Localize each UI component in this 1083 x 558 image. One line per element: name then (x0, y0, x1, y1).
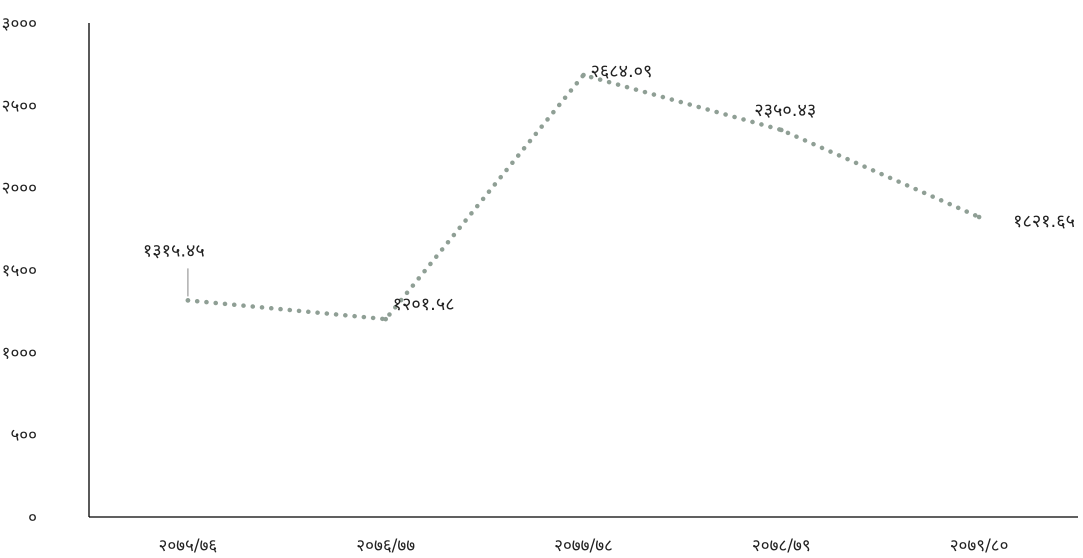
x-tick-label: २०७६/७७ (356, 536, 415, 556)
x-tick-label: २०७९/८० (950, 536, 1009, 556)
y-axis-ticks: ० ५०० १००० १५०० २००० २५०० ३००० (2, 14, 37, 528)
y-tick-label: १००० (2, 343, 37, 363)
data-label: २३५०.४३ (754, 100, 816, 121)
data-point (976, 214, 982, 220)
data-label: २६८४.०९ (591, 61, 653, 82)
y-tick-label: ५०० (10, 426, 37, 446)
data-label: १८२१.६५ (1013, 211, 1075, 232)
data-point (185, 298, 191, 303)
x-tick-label: २०७७/७८ (554, 536, 613, 556)
y-tick-label: ३००० (2, 14, 37, 34)
data-label: १२०१.५८ (393, 294, 455, 315)
data-labels-group: १३१५.४५ १२०१.५८ २६८४.०९ २३५०.४३ १८२१.६५ (143, 61, 1075, 315)
data-point (779, 127, 784, 133)
x-tick-label: २०७८/७९ (752, 536, 811, 556)
x-tick-label: २०७५/७६ (159, 536, 218, 556)
data-point (383, 316, 389, 322)
chart-axes (88, 23, 1078, 518)
series-line (185, 72, 982, 322)
y-tick-label: २५०० (2, 96, 37, 116)
y-tick-label: १५०० (2, 261, 37, 281)
y-tick-label: २००० (2, 179, 37, 199)
data-point (581, 72, 586, 78)
x-axis-ticks: २०७५/७६ २०७६/७७ २०७७/७८ २०७८/७९ २०७९/८० (159, 536, 1009, 556)
series-group (185, 72, 982, 322)
data-label: १३१५.४५ (143, 240, 205, 261)
y-tick-label: ० (28, 508, 37, 528)
